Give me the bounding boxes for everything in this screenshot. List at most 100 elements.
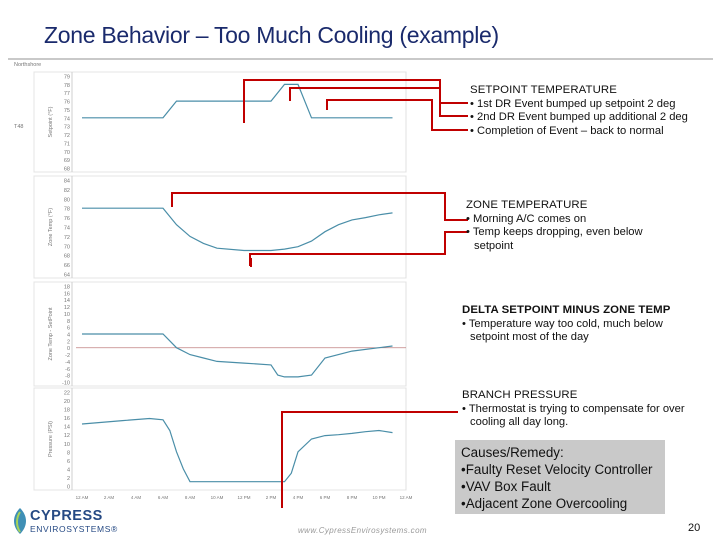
y-axis-title: Pressure (PSI) [48, 421, 54, 457]
note-zone: ZONE TEMPERATURE • Morning A/C comes on … [466, 199, 686, 253]
y-tick-label: -10 [62, 381, 70, 387]
note-delta: DELTA SETPOINT MINUS ZONE TEMP • Tempera… [462, 304, 702, 345]
y-tick-label: 68 [64, 167, 70, 173]
list-item: • Morning A/C comes on [466, 212, 587, 225]
y-tick-label: 0 [67, 485, 70, 491]
y-tick-label: 69 [64, 158, 70, 164]
list-item: • Temp keeps dropping, even below setpoi… [466, 226, 643, 252]
y-tick-label: 82 [64, 188, 70, 194]
list-item: • 2nd DR Event bumped up additional 2 de… [470, 111, 688, 124]
y-tick-label: 74 [64, 116, 70, 122]
x-tick-label: 4 PM [293, 495, 304, 500]
y-tick-label: 8 [67, 319, 70, 325]
y-tick-label: 75 [64, 108, 70, 114]
y-tick-label: 84 [64, 179, 70, 185]
y-tick-label: 76 [64, 216, 70, 222]
x-tick-label: 8 PM [347, 495, 358, 500]
y-tick-label: 18 [64, 285, 70, 291]
y-tick-label: 10 [64, 442, 70, 448]
y-tick-label: 70 [64, 244, 70, 250]
company-logo [14, 508, 26, 534]
list-item: • Temperature way too cold, much below s… [462, 317, 663, 344]
chart-panel [33, 71, 407, 173]
list-item: •Faulty Reset Velocity Controller [461, 462, 653, 477]
y-axis-title: Zone Temp - SetPoint [48, 307, 54, 361]
y-tick-label: 4 [67, 333, 70, 339]
x-tick-label: 10 AM [211, 495, 224, 500]
y-tick-label: 78 [64, 207, 70, 213]
y-axis-title: Setpoint (°F) [48, 106, 54, 137]
series-line [82, 333, 393, 378]
x-tick-label: 10 PM [372, 495, 385, 500]
x-tick-label: 2 AM [104, 495, 115, 500]
causes-heading: Causes/Remedy: [461, 445, 564, 460]
note-branch-heading: BRANCH PRESSURE [462, 389, 578, 401]
logo-subtext: ENVIROSYSTEMS® [30, 524, 118, 534]
y-tick-label: 20 [64, 399, 70, 405]
x-tick-label: 2 PM [266, 495, 277, 500]
y-tick-label: 14 [64, 425, 70, 431]
chart-panel [33, 387, 407, 491]
note-setpoint: SETPOINT TEMPERATURE • 1st DR Event bump… [470, 84, 688, 138]
y-tick-label: -8 [65, 374, 70, 380]
x-tick-label: 12 PM [237, 495, 250, 500]
y-tick-label: 8 [67, 450, 70, 456]
note-delta-heading: DELTA SETPOINT MINUS ZONE TEMP [462, 304, 671, 316]
note-delta-list: • Temperature way too cold, much below s… [462, 318, 702, 345]
y-tick-label: 64 [64, 273, 70, 279]
note-zone-heading: ZONE TEMPERATURE [466, 199, 588, 211]
y-tick-label: 71 [64, 141, 70, 147]
list-item: •VAV Box Fault [461, 479, 551, 494]
y-tick-label: 2 [67, 476, 70, 482]
y-tick-label: -2 [65, 353, 70, 359]
y-tick-label: 12 [64, 305, 70, 311]
x-tick-label: 12 AM [76, 495, 89, 500]
x-tick-label: 6 AM [158, 495, 169, 500]
y-tick-label: 70 [64, 150, 70, 156]
y-tick-label: 6 [67, 459, 70, 465]
series-label: T48 [14, 124, 23, 130]
y-axis-title: Zone Temp (°F) [48, 208, 54, 246]
note-zone-list: • Morning A/C comes on • Temp keeps drop… [466, 213, 686, 254]
y-tick-label: 72 [64, 133, 70, 139]
chart-title: Northshore [14, 62, 41, 68]
y-tick-label: 12 [64, 433, 70, 439]
x-tick-label: 12 AM [400, 495, 413, 500]
title-divider [8, 58, 713, 60]
note-branch-list: • Thermostat is trying to compensate for… [462, 403, 702, 430]
list-item: • Completion of Event – back to normal [470, 124, 664, 137]
y-tick-label: 10 [64, 312, 70, 318]
note-branch: BRANCH PRESSURE • Thermostat is trying t… [462, 389, 702, 430]
y-tick-label: -4 [65, 360, 70, 366]
list-item: • Thermostat is trying to compensate for… [462, 402, 685, 429]
y-tick-label: 72 [64, 235, 70, 241]
page-number: 20 [688, 522, 701, 534]
footer-url[interactable]: www.CypressEnvirosystems.com [298, 526, 428, 535]
y-tick-label: 18 [64, 408, 70, 414]
y-tick-label: 16 [64, 416, 70, 422]
list-item: • 1st DR Event bumped up setpoint 2 deg [470, 97, 676, 110]
y-tick-label: 74 [64, 226, 70, 232]
y-tick-label: 80 [64, 197, 70, 203]
y-tick-label: 78 [64, 83, 70, 89]
y-tick-label: 79 [64, 75, 70, 81]
note-setpoint-list: • 1st DR Event bumped up setpoint 2 deg … [470, 98, 688, 139]
y-tick-label: 66 [64, 263, 70, 269]
y-tick-label: 76 [64, 100, 70, 106]
slide-title: Zone Behavior – Too Much Cooling (exampl… [44, 22, 499, 48]
y-tick-label: 2 [67, 339, 70, 345]
y-tick-label: 4 [67, 467, 70, 473]
y-tick-label: 68 [64, 254, 70, 260]
x-tick-label: 6 PM [320, 495, 331, 500]
y-tick-label: 0 [67, 346, 70, 352]
y-tick-label: 6 [67, 326, 70, 332]
note-setpoint-heading: SETPOINT TEMPERATURE [470, 84, 617, 96]
y-tick-label: -6 [65, 367, 70, 373]
y-tick-label: 14 [64, 298, 70, 304]
logo-text: CYPRESS [30, 508, 103, 524]
y-tick-label: 77 [64, 91, 70, 97]
list-item: •Adjacent Zone Overcooling [461, 496, 628, 511]
y-tick-label: 22 [64, 391, 70, 397]
y-tick-label: 16 [64, 291, 70, 297]
